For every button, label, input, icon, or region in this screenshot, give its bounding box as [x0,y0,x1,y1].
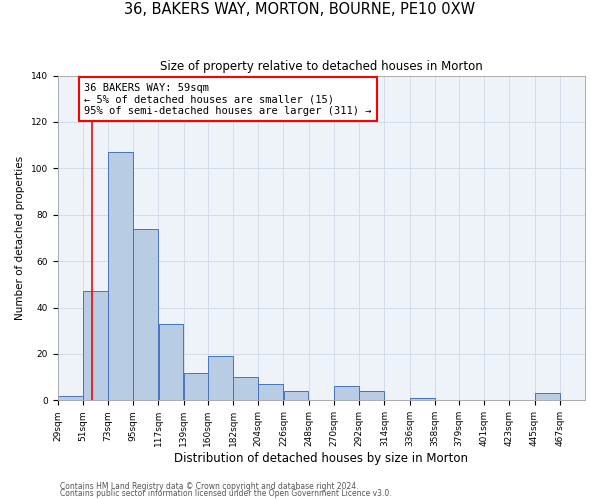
Bar [359,391,384,400]
X-axis label: Distribution of detached houses by size in Morton: Distribution of detached houses by size … [174,452,468,465]
Bar [184,372,209,400]
Bar [535,394,560,400]
Bar [83,292,108,401]
Title: Size of property relative to detached houses in Morton: Size of property relative to detached ho… [160,60,482,73]
Text: Contains public sector information licensed under the Open Government Licence v3: Contains public sector information licen… [60,489,392,498]
Y-axis label: Number of detached properties: Number of detached properties [15,156,25,320]
Bar [334,386,359,400]
Bar [284,391,308,400]
Bar [233,377,258,400]
Text: 36 BAKERS WAY: 59sqm
← 5% of detached houses are smaller (15)
95% of semi-detach: 36 BAKERS WAY: 59sqm ← 5% of detached ho… [84,82,371,116]
Text: 36, BAKERS WAY, MORTON, BOURNE, PE10 0XW: 36, BAKERS WAY, MORTON, BOURNE, PE10 0XW [124,2,476,18]
Bar [410,398,434,400]
Text: Contains HM Land Registry data © Crown copyright and database right 2024.: Contains HM Land Registry data © Crown c… [60,482,359,491]
Bar [58,396,83,400]
Bar [259,384,283,400]
Bar [158,324,184,400]
Bar [133,228,158,400]
Bar [208,356,233,401]
Bar [108,152,133,400]
